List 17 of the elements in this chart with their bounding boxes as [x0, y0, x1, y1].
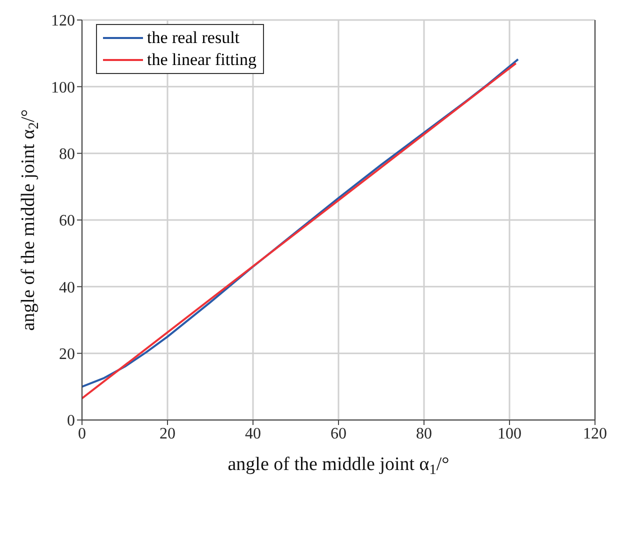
y-tick-label: 40: [59, 279, 75, 296]
x-axis-title: angle of the middle joint α$_{1}$/°: [228, 454, 450, 478]
y-tick-label: 120: [51, 12, 75, 30]
y-tick-label: 60: [59, 212, 75, 230]
x-tick-label: 60: [330, 425, 346, 442]
y-tick-label: 100: [51, 79, 75, 96]
x-tick-label: 100: [498, 425, 522, 442]
x-tick-label: 80: [416, 425, 432, 442]
x-tick-label: 0: [78, 425, 86, 442]
x-tick-label: 20: [160, 425, 176, 442]
x-tick-label: 120: [583, 425, 607, 442]
y-tick-label: 0: [67, 412, 75, 430]
legend-label: the linear fitting: [147, 49, 257, 71]
legend-label: the real result: [147, 27, 240, 49]
y-tick-label: 80: [59, 146, 75, 164]
y-tick-label: 20: [59, 346, 75, 364]
x-tick-label: 40: [245, 425, 261, 442]
